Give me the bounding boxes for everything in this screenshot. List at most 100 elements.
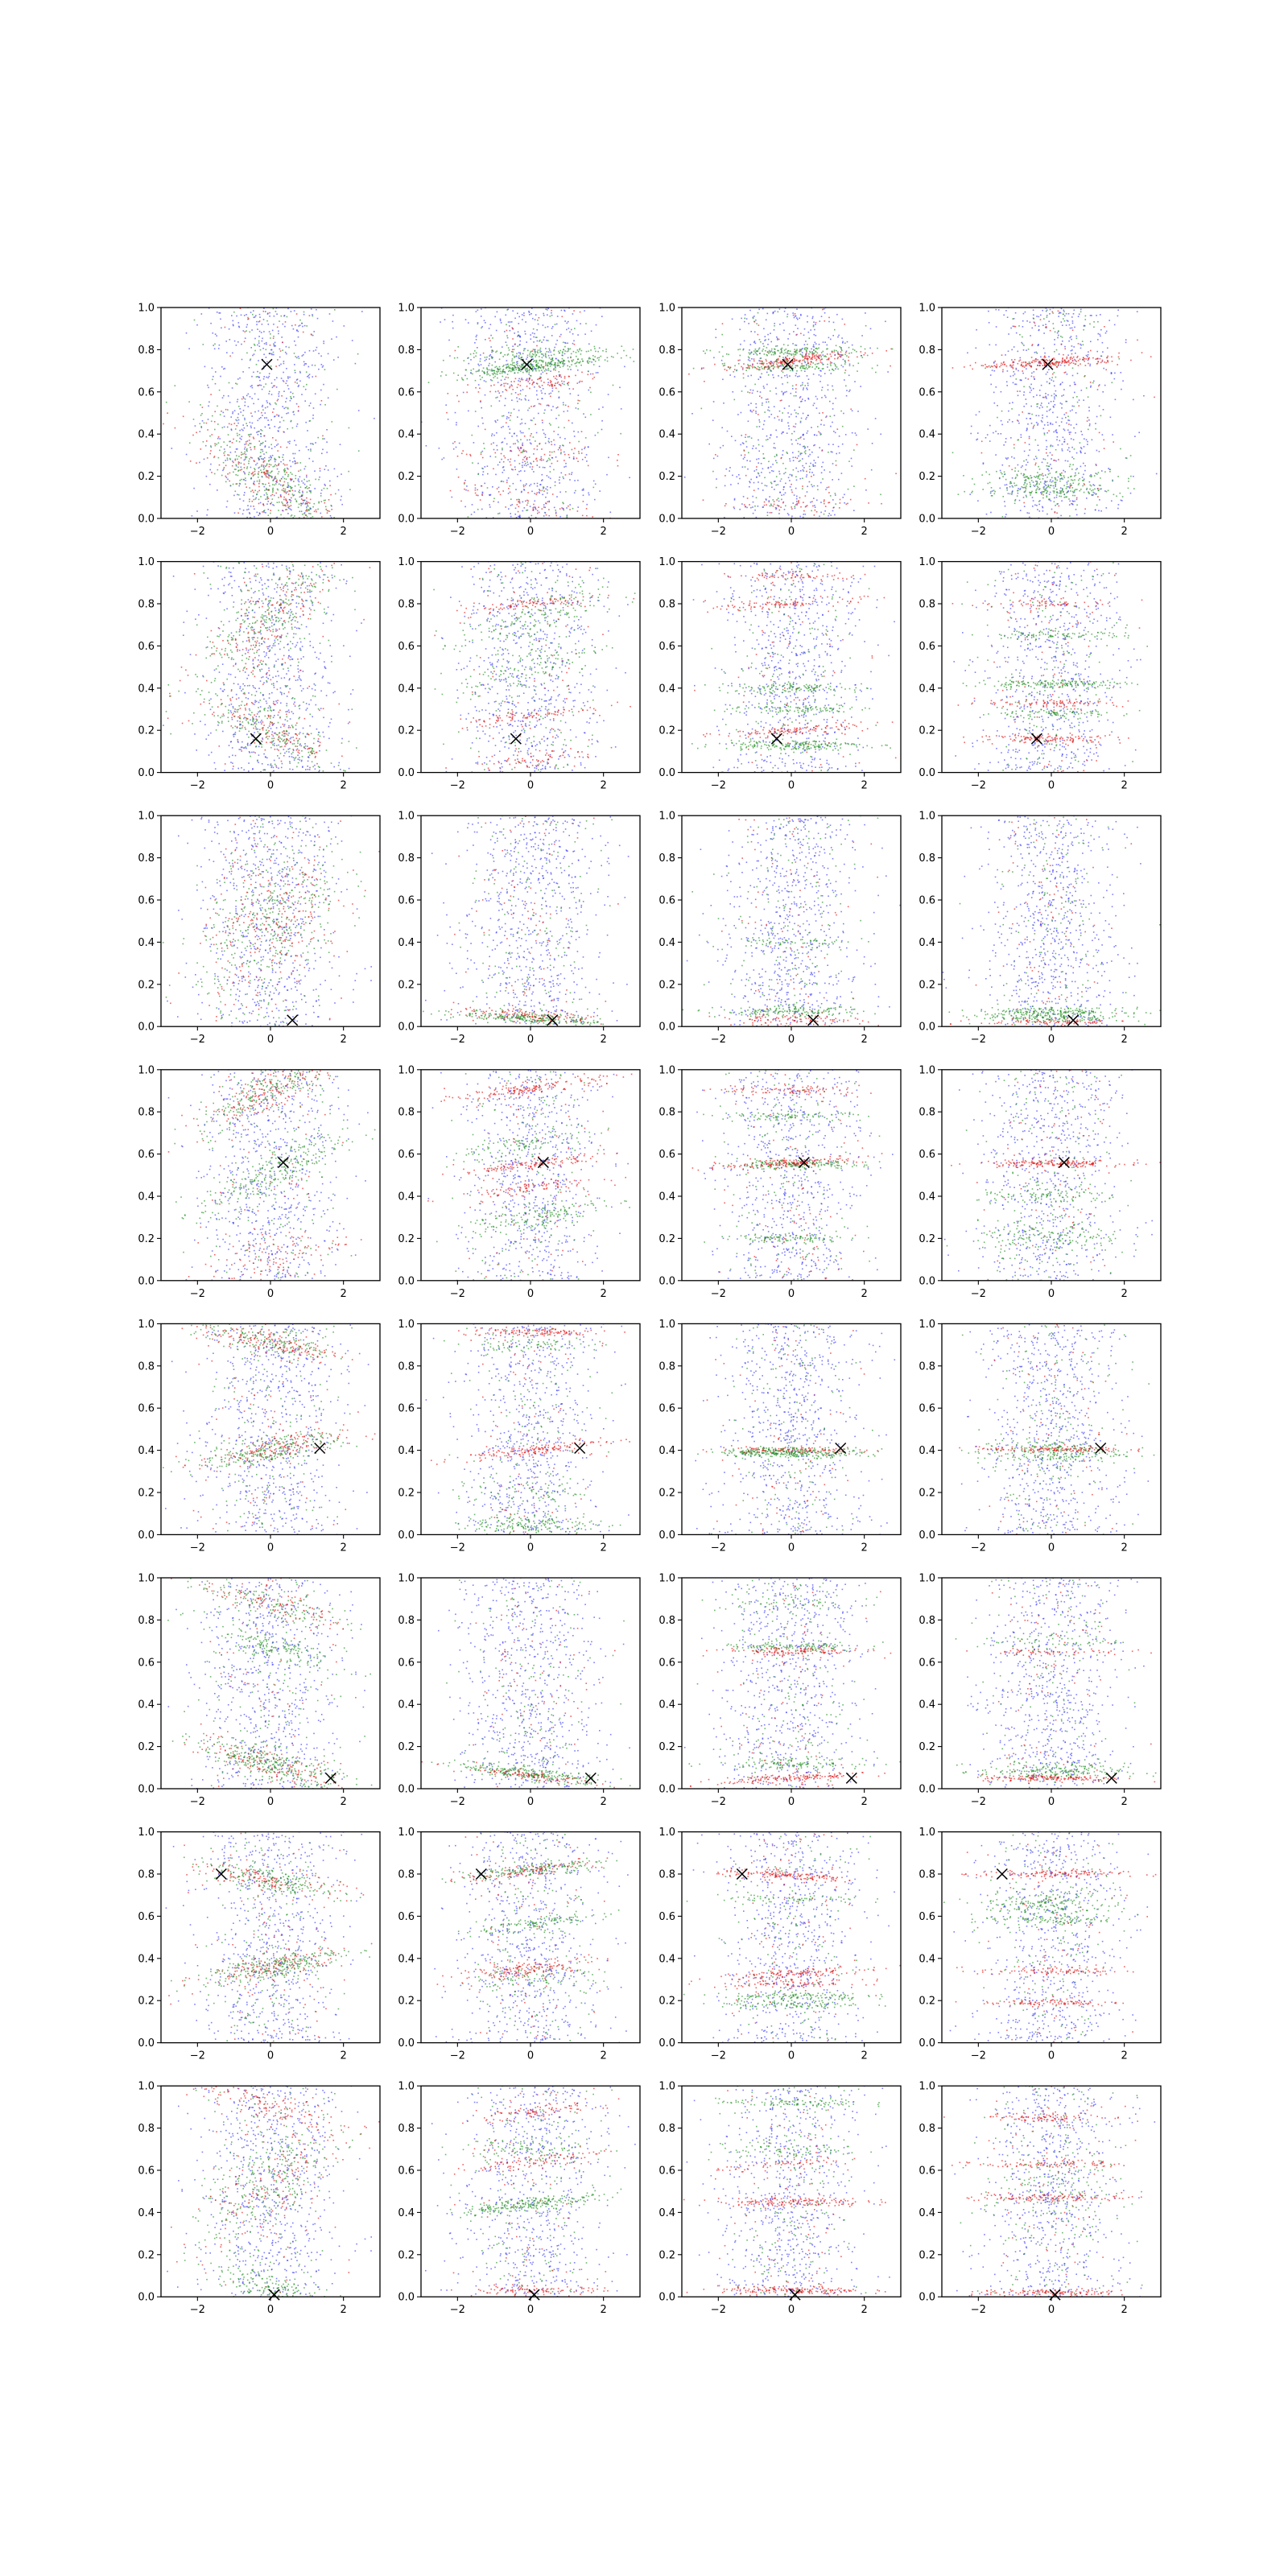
green-point xyxy=(538,366,539,368)
green-point xyxy=(307,506,309,507)
green-point xyxy=(276,502,279,503)
green-point xyxy=(511,368,514,370)
blue-point xyxy=(1109,416,1112,419)
green-point xyxy=(821,389,823,391)
blue-point xyxy=(752,390,754,391)
blue-point xyxy=(741,317,742,320)
green-point xyxy=(502,448,503,449)
blue-point xyxy=(491,357,493,358)
green-point xyxy=(526,369,529,371)
blue-point xyxy=(1027,423,1029,425)
red-point xyxy=(539,443,541,444)
blue-point xyxy=(1018,420,1019,422)
green-point xyxy=(807,368,808,369)
blue-point xyxy=(276,516,278,518)
blue-point xyxy=(518,316,520,318)
blue-point xyxy=(278,330,279,332)
blue-point xyxy=(551,312,552,314)
blue-point xyxy=(1069,385,1071,386)
red-point xyxy=(503,455,505,457)
blue-point xyxy=(729,374,731,376)
blue-point xyxy=(238,325,240,328)
blue-point xyxy=(581,489,584,491)
blue-point xyxy=(267,474,270,476)
blue-point xyxy=(541,392,543,394)
blue-point xyxy=(544,434,547,436)
green-point xyxy=(283,484,285,486)
blue-point xyxy=(305,421,307,423)
green-point xyxy=(777,365,778,366)
blue-point xyxy=(328,313,331,315)
blue-point xyxy=(767,466,770,469)
red-point xyxy=(268,475,270,477)
blue-point xyxy=(481,417,483,419)
blue-point xyxy=(799,477,802,480)
green-point xyxy=(562,351,564,353)
blue-point xyxy=(290,311,292,312)
green-point xyxy=(441,371,443,373)
green-point xyxy=(1051,394,1053,397)
blue-point xyxy=(1038,390,1041,391)
blue-point xyxy=(830,425,832,427)
blue-point xyxy=(778,470,780,473)
red-point xyxy=(819,359,821,361)
blue-point xyxy=(755,411,757,412)
red-point xyxy=(536,492,538,494)
green-point xyxy=(597,431,599,434)
green-point xyxy=(590,391,592,394)
blue-point xyxy=(1100,510,1102,512)
red-point xyxy=(791,508,793,510)
blue-point xyxy=(750,402,752,404)
blue-point xyxy=(813,321,815,323)
green-point xyxy=(806,364,807,366)
green-point xyxy=(461,378,464,381)
red-point xyxy=(559,375,560,378)
green-point xyxy=(193,319,196,321)
blue-point xyxy=(502,472,504,473)
blue-point xyxy=(303,361,305,363)
blue-point xyxy=(471,504,473,506)
blue-point xyxy=(230,416,232,418)
blue-point xyxy=(755,319,757,321)
blue-point xyxy=(237,398,239,401)
green-point xyxy=(489,369,491,371)
green-point xyxy=(742,349,744,351)
blue-point xyxy=(817,456,819,458)
blue-point xyxy=(749,409,752,411)
green-point xyxy=(266,320,268,322)
red-point xyxy=(770,362,771,365)
blue-point xyxy=(801,354,803,356)
blue-point xyxy=(234,451,237,453)
blue-point xyxy=(288,443,291,444)
blue-point xyxy=(199,461,200,464)
green-point xyxy=(295,475,297,477)
blue-point xyxy=(296,329,298,331)
green-point xyxy=(745,369,747,371)
blue-point xyxy=(515,517,518,518)
blue-point xyxy=(514,317,516,320)
blue-point xyxy=(262,368,265,369)
green-point xyxy=(782,365,784,367)
blue-point xyxy=(598,365,601,367)
green-point xyxy=(511,358,514,360)
red-point xyxy=(822,412,824,414)
green-point xyxy=(537,368,539,369)
blue-point xyxy=(466,485,468,487)
green-point xyxy=(263,467,266,469)
blue-point xyxy=(560,472,563,474)
blue-point xyxy=(262,510,265,512)
green-point xyxy=(747,436,749,438)
red-point xyxy=(291,489,294,492)
blue-point xyxy=(518,357,521,360)
blue-point xyxy=(808,448,811,451)
blue-point xyxy=(196,510,198,512)
green-point xyxy=(718,351,720,353)
red-point xyxy=(763,504,766,506)
blue-point xyxy=(506,383,509,385)
red-point xyxy=(796,359,798,361)
green-point xyxy=(494,456,497,458)
blue-point xyxy=(772,312,774,313)
blue-point xyxy=(536,464,539,466)
blue-point xyxy=(489,354,491,356)
blue-point xyxy=(1099,384,1100,386)
